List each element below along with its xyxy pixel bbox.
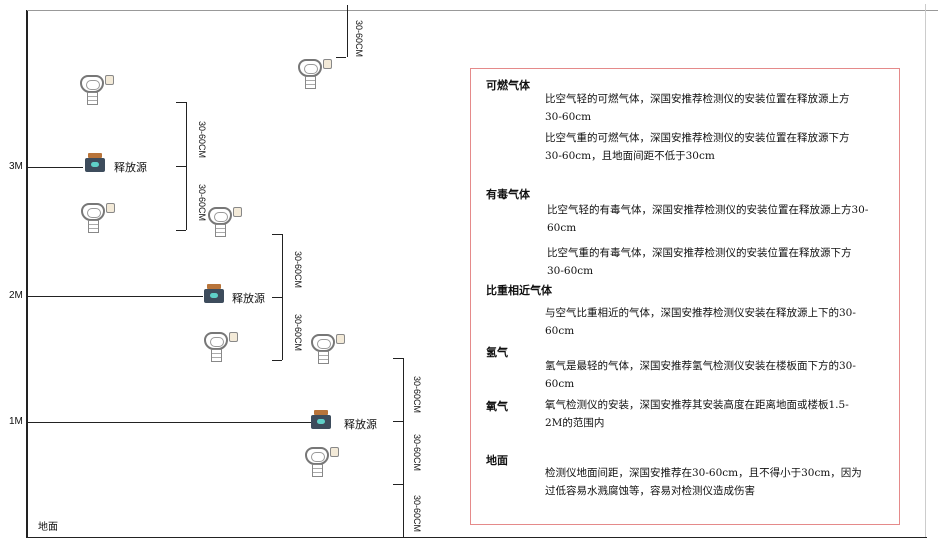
level-3m-label: 3M bbox=[9, 161, 23, 172]
dimension-label: 30-60CM bbox=[412, 495, 422, 533]
toxic-gas-heading: 有毒气体 bbox=[486, 188, 530, 201]
dimension-tick bbox=[176, 102, 186, 103]
dimension-tick bbox=[272, 297, 282, 298]
release-source-label: 释放源 bbox=[232, 292, 265, 305]
oxygen-heading: 氧气 bbox=[486, 400, 508, 413]
dimension-label: 30-60CM bbox=[293, 251, 303, 289]
flammable-gas-heading: 可燃气体 bbox=[486, 79, 530, 92]
gas-detector-icon bbox=[305, 447, 339, 477]
dimension-tick bbox=[393, 358, 403, 359]
dimension-label: 30-60CM bbox=[412, 376, 422, 414]
dimension-label: 30-60CM bbox=[412, 434, 422, 472]
dimension-label: 30-60CM bbox=[197, 121, 207, 159]
release-source-label: 释放源 bbox=[114, 161, 147, 174]
dimension-line bbox=[186, 102, 187, 230]
level-2m-label: 2M bbox=[9, 290, 23, 301]
gas-detector-icon bbox=[311, 334, 345, 364]
ceiling-line bbox=[27, 10, 938, 11]
right-wall-line bbox=[925, 4, 926, 538]
dimension-label: 30-60CM bbox=[354, 20, 364, 58]
dimension-tick bbox=[336, 57, 346, 58]
release-source-icon bbox=[310, 410, 332, 430]
dimension-tick bbox=[176, 230, 186, 231]
wall-line bbox=[26, 10, 28, 538]
flammable-heavier-text: 比空气重的可燃气体，深国安推荐检测仪的安装位置在释放源下方30-60cm，且地面… bbox=[545, 132, 850, 162]
gas-detector-icon bbox=[298, 59, 332, 89]
level-2m-line bbox=[27, 296, 203, 297]
ground-text: 检测仪地面间距，深国安推荐在30-60cm，且不得小于30cm，因为过低容易水溅… bbox=[545, 467, 862, 497]
ground-heading: 地面 bbox=[486, 454, 508, 467]
dimension-line bbox=[403, 358, 404, 537]
dimension-label: 30-60CM bbox=[293, 314, 303, 352]
level-1m-label: 1M bbox=[9, 416, 23, 427]
release-source-icon bbox=[203, 284, 225, 304]
gas-detector-icon bbox=[80, 75, 114, 105]
level-1m-line bbox=[27, 422, 311, 423]
flammable-lighter-text: 比空气轻的可燃气体，深国安推荐检测仪的安装位置在释放源上方30-60cm bbox=[545, 93, 850, 123]
toxic-heavier-text: 比空气重的有毒气体，深国安推荐检测仪的安装位置在释放源下方30-60cm bbox=[547, 247, 852, 277]
similar-density-heading: 比重相近气体 bbox=[486, 284, 552, 297]
dimension-tick bbox=[393, 484, 403, 485]
oxygen-text: 氧气检测仪的安装，深国安推荐其安装高度在距离地面或楼板1.5-2M的范围内 bbox=[545, 399, 849, 429]
floor-line bbox=[27, 537, 927, 538]
hydrogen-heading: 氢气 bbox=[486, 346, 508, 359]
dimension-line bbox=[282, 234, 283, 360]
dimension-tick bbox=[272, 234, 282, 235]
toxic-lighter-text: 比空气轻的有毒气体，深国安推荐检测仪的安装位置在释放源上方30-60cm bbox=[547, 204, 869, 234]
level-3m-line bbox=[27, 167, 83, 168]
release-source-icon bbox=[84, 153, 106, 173]
dimension-tick bbox=[272, 360, 282, 361]
ground-label: 地面 bbox=[38, 522, 58, 533]
gas-detector-icon bbox=[81, 203, 115, 233]
release-source-label: 释放源 bbox=[344, 418, 377, 431]
dimension-label: 30-60CM bbox=[197, 184, 207, 222]
dimension-tick bbox=[393, 421, 403, 422]
dimension-line bbox=[347, 5, 348, 57]
installation-guidelines-panel: 可燃气体 比空气轻的可燃气体，深国安推荐检测仪的安装位置在释放源上方30-60c… bbox=[470, 68, 900, 525]
dimension-tick bbox=[176, 166, 186, 167]
similar-density-text: 与空气比重相近的气体，深国安推荐检测仪安装在释放源上下的30-60cm bbox=[545, 307, 856, 337]
gas-detector-icon bbox=[204, 332, 238, 362]
gas-detector-icon bbox=[208, 207, 242, 237]
hydrogen-text: 氢气是最轻的气体，深国安推荐氢气检测仪安装在楼板面下方的30-60cm bbox=[545, 360, 856, 390]
